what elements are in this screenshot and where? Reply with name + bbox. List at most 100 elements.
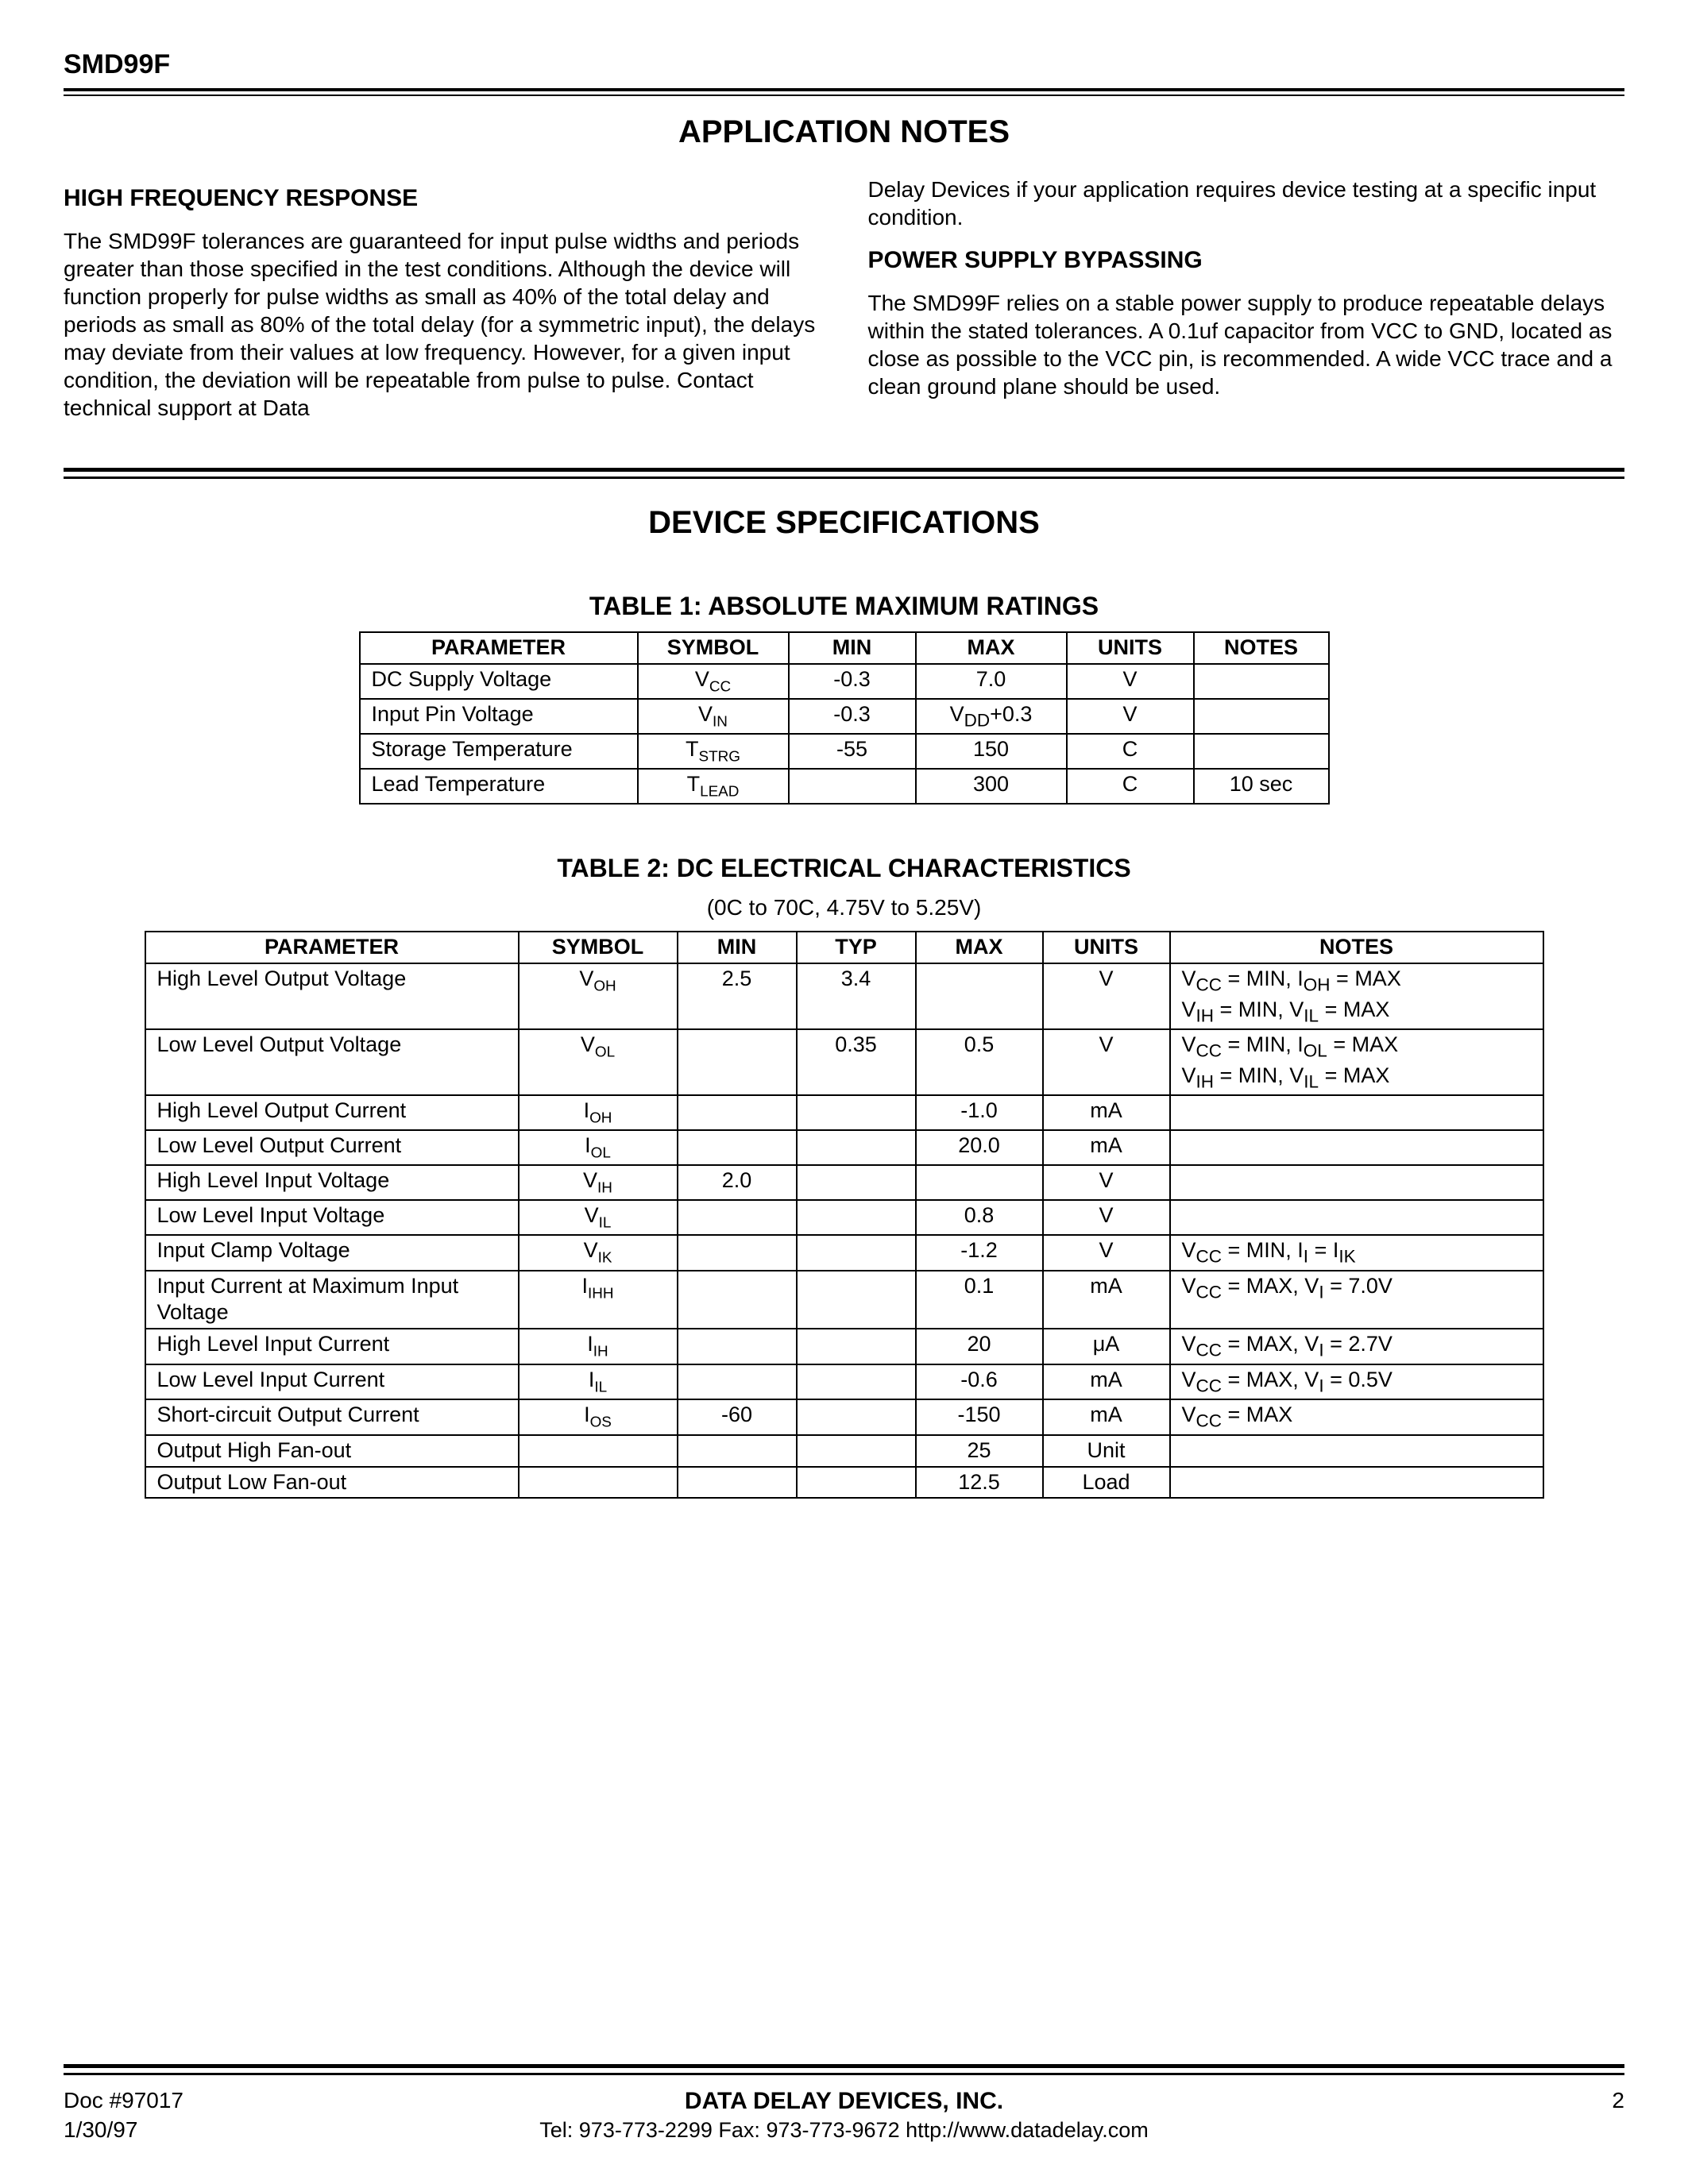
app-notes-col1: HIGH FREQUENCY RESPONSE The SMD99F toler… [64, 176, 821, 437]
table-cell [1170, 1095, 1543, 1130]
table-cell: 20.0 [916, 1130, 1043, 1165]
table-row: High Level Input CurrentIIH20μAVCC = MAX… [145, 1329, 1543, 1364]
table-cell [1194, 664, 1329, 699]
table-cell [916, 963, 1043, 1029]
table-cell: 25 [916, 1435, 1043, 1467]
table-cell: mA [1043, 1364, 1170, 1400]
table-cell: IOS [519, 1399, 678, 1435]
part-number: SMD99F [64, 48, 1624, 82]
table-row: Low Level Input CurrentIIL-0.6mAVCC = MA… [145, 1364, 1543, 1400]
header-rule [64, 88, 1624, 96]
table2-header: NOTES [1170, 932, 1543, 963]
table-cell: VCC = MAX, VI = 2.7V [1170, 1329, 1543, 1364]
table-cell: IOL [519, 1130, 678, 1165]
table2: PARAMETERSYMBOLMINTYPMAXUNITSNOTESHigh L… [145, 931, 1544, 1499]
table-cell: 0.35 [797, 1029, 916, 1095]
table-cell [1194, 699, 1329, 735]
table-cell [678, 1271, 797, 1329]
table-cell: 2.0 [678, 1165, 797, 1200]
table-cell [678, 1364, 797, 1400]
table-cell: Unit [1043, 1435, 1170, 1467]
table-cell [519, 1435, 678, 1467]
table-cell [797, 1130, 916, 1165]
table-row: High Level Output CurrentIOH-1.0mA [145, 1095, 1543, 1130]
table-cell: VCC = MIN, II = IIK [1170, 1235, 1543, 1271]
table-row: Lead TemperatureTLEAD300C10 sec [360, 769, 1329, 804]
table-cell: VCC = MIN, IOL = MAXVIH = MIN, VIL = MAX [1170, 1029, 1543, 1095]
table-cell [678, 1435, 797, 1467]
table-cell: VIH [519, 1165, 678, 1200]
table-cell: VOL [519, 1029, 678, 1095]
table-cell: 0.1 [916, 1271, 1043, 1329]
table-cell [678, 1095, 797, 1130]
table-cell: DC Supply Voltage [360, 664, 638, 699]
table-row: Low Level Output CurrentIOL20.0mA [145, 1130, 1543, 1165]
table-row: Input Current at Maximum Input VoltageII… [145, 1271, 1543, 1329]
table-cell: Input Current at Maximum Input Voltage [145, 1271, 519, 1329]
table-row: Output Low Fan-out12.5Load [145, 1467, 1543, 1499]
table-row: Low Level Input VoltageVIL0.8V [145, 1200, 1543, 1235]
footer-contact: Tel: 973-773-2299 Fax: 973-773-9672 http… [376, 2117, 1312, 2144]
table-cell: 3.4 [797, 963, 916, 1029]
table-cell: Load [1043, 1467, 1170, 1499]
table-cell [797, 1399, 916, 1435]
table1: PARAMETERSYMBOLMINMAXUNITSNOTESDC Supply… [359, 631, 1330, 805]
table2-header: MIN [678, 932, 797, 963]
table-cell: VDD+0.3 [916, 699, 1067, 735]
table-cell [519, 1467, 678, 1499]
footer-row2: 1/30/97 Tel: 973-773-2299 Fax: 973-773-9… [64, 2116, 1624, 2144]
table-cell: V [1067, 664, 1194, 699]
table-cell [797, 1467, 916, 1499]
table-cell: mA [1043, 1095, 1170, 1130]
table-cell: Output Low Fan-out [145, 1467, 519, 1499]
table1-header: PARAMETER [360, 632, 638, 664]
table1-header: MIN [789, 632, 916, 664]
table1-header: SYMBOL [638, 632, 789, 664]
table-cell [1194, 734, 1329, 769]
table-cell: VCC = MAX [1170, 1399, 1543, 1435]
table-cell: VOH [519, 963, 678, 1029]
table-cell [678, 1130, 797, 1165]
table-cell: V [1043, 1165, 1170, 1200]
table-cell: IIHH [519, 1271, 678, 1329]
table-cell: V [1043, 1200, 1170, 1235]
table-cell: mA [1043, 1130, 1170, 1165]
table-cell [678, 1029, 797, 1095]
table2-title: TABLE 2: DC ELECTRICAL CHARACTERISTICS [64, 852, 1624, 884]
table-cell [797, 1364, 916, 1400]
table-row: High Level Output VoltageVOH2.53.4VVCC =… [145, 963, 1543, 1029]
table-cell [797, 1271, 916, 1329]
app-notes-col2: Delay Devices if your application requir… [868, 176, 1625, 437]
footer-page: 2 [1104, 2086, 1624, 2116]
table-cell [797, 1235, 916, 1271]
table-cell: V [1043, 1235, 1170, 1271]
table-cell [797, 1200, 916, 1235]
table-cell [797, 1435, 916, 1467]
table-cell: VCC = MIN, IOH = MAXVIH = MIN, VIL = MAX [1170, 963, 1543, 1029]
table-cell: Output High Fan-out [145, 1435, 519, 1467]
table-cell [678, 1329, 797, 1364]
table-cell: 0.8 [916, 1200, 1043, 1235]
footer-rule [64, 2064, 1624, 2075]
table-cell: 7.0 [916, 664, 1067, 699]
table-cell: V [1067, 699, 1194, 735]
table-row: Short-circuit Output CurrentIOS-60-150mA… [145, 1399, 1543, 1435]
table-cell: IIH [519, 1329, 678, 1364]
table-cell: TLEAD [638, 769, 789, 804]
footer-doc: Doc #97017 [64, 2086, 584, 2116]
table-row: Low Level Output VoltageVOL0.350.5VVCC =… [145, 1029, 1543, 1095]
table-cell: -0.6 [916, 1364, 1043, 1400]
table2-subtitle: (0C to 70C, 4.75V to 5.25V) [64, 893, 1624, 921]
table-cell: High Level Input Current [145, 1329, 519, 1364]
table-cell [797, 1095, 916, 1130]
table-cell: Low Level Output Voltage [145, 1029, 519, 1095]
device-specs-title: DEVICE SPECIFICATIONS [64, 503, 1624, 542]
hf-body: The SMD99F tolerances are guaranteed for… [64, 227, 821, 422]
table-cell: V [1043, 963, 1170, 1029]
table-cell: 0.5 [916, 1029, 1043, 1095]
table-cell: -55 [789, 734, 916, 769]
table-cell: mA [1043, 1271, 1170, 1329]
table-cell: C [1067, 734, 1194, 769]
table-cell [1170, 1165, 1543, 1200]
table-cell [797, 1165, 916, 1200]
